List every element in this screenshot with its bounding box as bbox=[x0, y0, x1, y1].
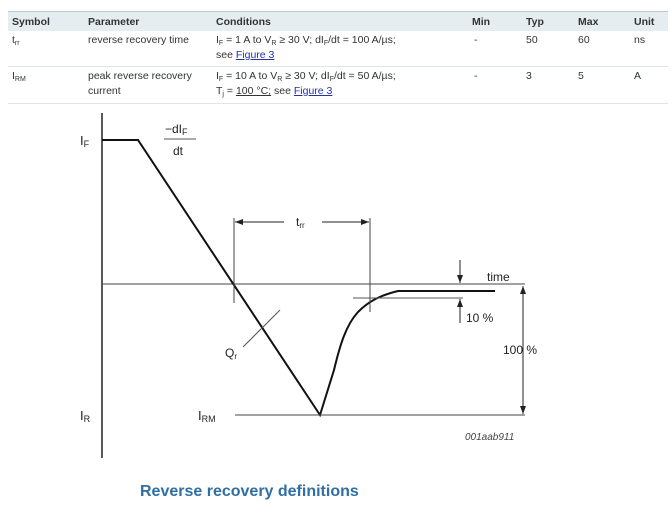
min-cell: - bbox=[474, 34, 478, 46]
cond-text: T bbox=[216, 85, 223, 97]
symbol-cell: trr bbox=[12, 33, 20, 51]
symbol-sub: rr bbox=[14, 40, 20, 47]
parameter-cell: reverse recovery time bbox=[88, 34, 189, 46]
cond-text: I bbox=[216, 70, 219, 82]
typ-cell: 50 bbox=[526, 34, 538, 46]
didt-denominator: dt bbox=[173, 144, 184, 158]
ir-label: IR bbox=[80, 408, 91, 424]
figure-3-link[interactable]: Figure 3 bbox=[235, 49, 275, 61]
qr-label: Qr bbox=[225, 346, 237, 361]
hundred-percent-label: 100 % bbox=[503, 343, 537, 357]
unit-cell: A bbox=[634, 70, 642, 82]
qr-leader bbox=[242, 309, 281, 348]
typ-cell: 3 bbox=[526, 70, 532, 82]
temperature-value: 100 °C; bbox=[235, 85, 272, 97]
ten-percent-label: 10 % bbox=[466, 311, 494, 325]
cond-text: I bbox=[216, 34, 219, 46]
figure-caption: Reverse recovery definitions bbox=[140, 483, 359, 500]
max-cell: 5 bbox=[578, 70, 584, 82]
cond-sub: R bbox=[277, 76, 283, 83]
conditions-line1: IF = 1 A to VR ≥ 30 V; dIF/dt = 100 A/µs… bbox=[216, 33, 396, 51]
cond-text: see bbox=[216, 49, 236, 61]
header-symbol: Symbol bbox=[12, 16, 50, 28]
parameter-line2: current bbox=[88, 85, 121, 97]
cond-text: = 10 A to V bbox=[223, 70, 278, 82]
conditions-line2: see Figure 3 bbox=[216, 48, 274, 62]
header-unit: Unit bbox=[634, 16, 655, 28]
cond-text: see bbox=[271, 85, 294, 97]
cond-text: ≥ 30 V; dI bbox=[276, 34, 324, 46]
min-cell: - bbox=[474, 70, 478, 82]
time-label: time bbox=[487, 270, 510, 284]
header-conditions: Conditions bbox=[216, 16, 271, 28]
cond-text: /dt = 50 A/µs; bbox=[333, 70, 396, 82]
table-row: IRM peak reverse recovery current IF = 1… bbox=[8, 67, 668, 104]
header-max: Max bbox=[578, 16, 599, 28]
parameter-line1: peak reverse recovery bbox=[88, 70, 192, 82]
cond-sub: F bbox=[218, 40, 224, 47]
symbol: I bbox=[12, 70, 15, 82]
didt-numerator: −dIF bbox=[165, 122, 188, 137]
cond-sub: j bbox=[222, 91, 224, 98]
symbol-sub: RM bbox=[14, 76, 26, 83]
symbol: t bbox=[12, 34, 15, 46]
cond-text: ≥ 30 V; dI bbox=[282, 70, 330, 82]
cond-sub: R bbox=[271, 40, 277, 47]
table-header: Symbol Parameter Conditions Min Typ Max … bbox=[8, 11, 668, 31]
current-waveform bbox=[102, 139, 495, 418]
conditions-line1: IF = 10 A to VR ≥ 30 V; dIF/dt = 50 A/µs… bbox=[216, 69, 396, 87]
irm-label: IRM bbox=[198, 408, 216, 424]
figure-3-link[interactable]: Figure 3 bbox=[293, 85, 333, 97]
cond-sub: F bbox=[329, 76, 334, 83]
cond-text: = 1 A to V bbox=[223, 34, 272, 46]
symbol-cell: IRM bbox=[12, 69, 26, 87]
trr-label: trr bbox=[296, 215, 305, 230]
max-cell: 60 bbox=[578, 34, 590, 46]
cond-sub: F bbox=[323, 40, 329, 47]
unit-cell: ns bbox=[634, 34, 646, 46]
cond-sub: F bbox=[218, 76, 224, 83]
cond-text: /dt = 100 A/µs; bbox=[328, 34, 396, 46]
header-min: Min bbox=[472, 16, 491, 28]
if-label: IF bbox=[80, 133, 90, 149]
figure-id: 001aab911 bbox=[465, 432, 514, 443]
header-parameter: Parameter bbox=[88, 16, 140, 28]
header-typ: Typ bbox=[526, 16, 544, 28]
conditions-line2: Tj = 100 °C; see Figure 3 bbox=[216, 84, 332, 102]
table-row: trr reverse recovery time IF = 1 A to VR… bbox=[8, 31, 668, 67]
cond-text: = bbox=[223, 85, 236, 97]
